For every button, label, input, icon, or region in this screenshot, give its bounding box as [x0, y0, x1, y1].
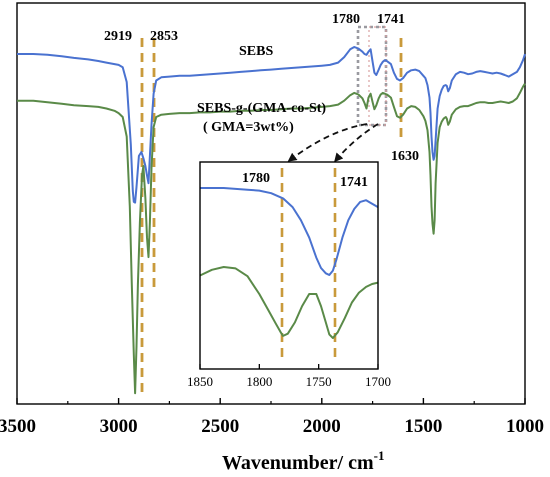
- inset-x-ticks: 1850 1800 1750 1700: [187, 364, 391, 389]
- x-tick-label-1500: 1500: [404, 416, 442, 437]
- inset-background: [200, 162, 378, 369]
- inset-series-line-graft: [199, 266, 379, 339]
- inset-frame: [199, 161, 379, 370]
- zoom-arrow-right: [334, 123, 379, 163]
- x-axis-title-text: Wavenumber/ cm: [222, 452, 374, 474]
- carbonyl-region-box-inner: [368, 26, 387, 126]
- peak-label-2919: 2919: [104, 29, 132, 44]
- x-tick-label-1000: 1000: [506, 416, 544, 437]
- x-tick-label-3000: 3000: [100, 416, 138, 437]
- x-tick-label-2000: 2000: [303, 416, 341, 437]
- inset-peak-label-1741: 1741: [340, 175, 368, 190]
- x-axis-title-exponent: -1: [374, 448, 385, 463]
- inset-chart: 1850 1800 1750 1700 1780 1741: [187, 161, 391, 389]
- inset-x-tick-label-1850: 1850: [187, 374, 213, 389]
- x-axis-title: Wavenumber/ cm-1: [222, 448, 385, 474]
- series-label-sebs: SEBS: [239, 44, 273, 59]
- series-line-graft: [17, 83, 526, 395]
- x-tick-label-2500: 2500: [201, 416, 239, 437]
- inset-x-tick-label-1750: 1750: [306, 374, 332, 389]
- x-tick-label-3500: 3500: [0, 416, 36, 437]
- main-series-group: [17, 46, 526, 395]
- series-label-graft-gma: ( GMA=3wt%): [203, 120, 294, 135]
- peak-label-1630: 1630: [391, 149, 419, 164]
- series-line-sebs: [17, 46, 526, 204]
- zoom-arrow-left: [287, 123, 368, 162]
- peak-label-1741: 1741: [377, 12, 405, 27]
- inset-x-tick-label-1800: 1800: [246, 374, 272, 389]
- inset-series-line-sebs: [200, 187, 379, 276]
- inset-series-group: [199, 187, 379, 339]
- peak-label-1780: 1780: [332, 12, 360, 27]
- carbonyl-region-box: [356, 25, 388, 127]
- series-label-graft: SEBS-g-(GMA-co-St): [197, 101, 326, 116]
- peak-label-2853: 2853: [150, 29, 178, 44]
- inset-x-tick-label-1700: 1700: [365, 374, 391, 389]
- inset-peak-label-1780: 1780: [242, 171, 270, 186]
- main-x-ticks: 3500 3000 2500 2000 1500 1000: [0, 398, 544, 437]
